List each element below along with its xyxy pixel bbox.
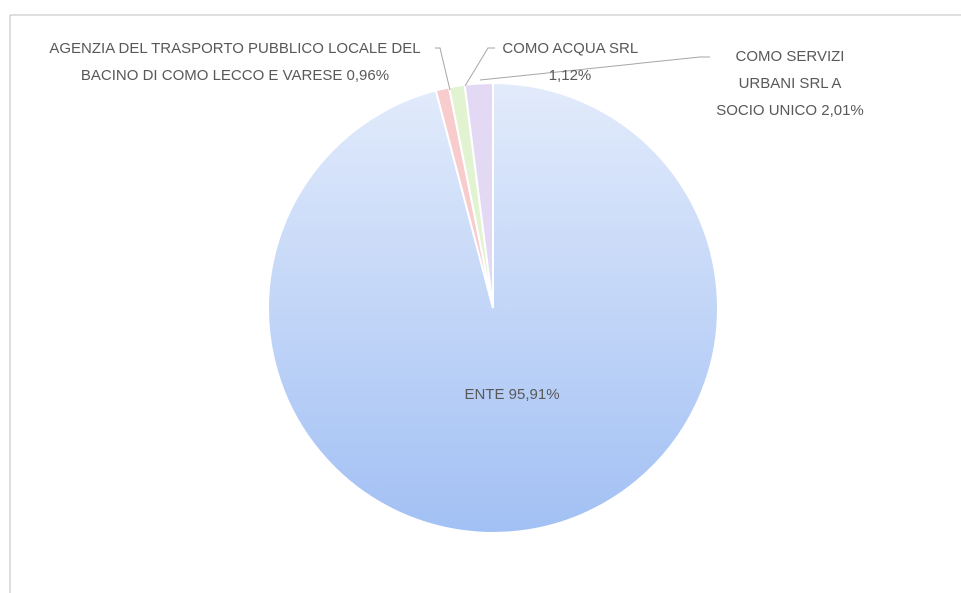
leader-line [479,56,710,81]
slice-label: COMO SERVIZI URBANI SRL A SOCIO UNICO 2,… [715,43,865,124]
category-label: COMO ACQUA SRL [502,40,638,57]
category-label: AGENZIA DEL TRASPORTO PUBBLICO LOCALE DE… [49,40,421,84]
leader-line [435,47,451,91]
category-label: COMO SERVIZI URBANI SRL A SOCIO UNICO [716,48,845,119]
slice-label: ENTE 95,91% [412,381,612,408]
value-label: 0,96% [346,67,390,84]
leader-lines [435,47,710,91]
value-label: 1,12% [548,67,592,84]
value-label: 2,01% [821,102,864,119]
leader-line [464,47,495,87]
slice-label: AGENZIA DEL TRASPORTO PUBBLICO LOCALE DE… [20,35,450,89]
value-label: 95,91% [508,386,560,403]
pie-slice [463,81,494,309]
category-label: ENTE [464,386,505,403]
slice-label: COMO ACQUA SRL 1,12% [490,35,650,89]
